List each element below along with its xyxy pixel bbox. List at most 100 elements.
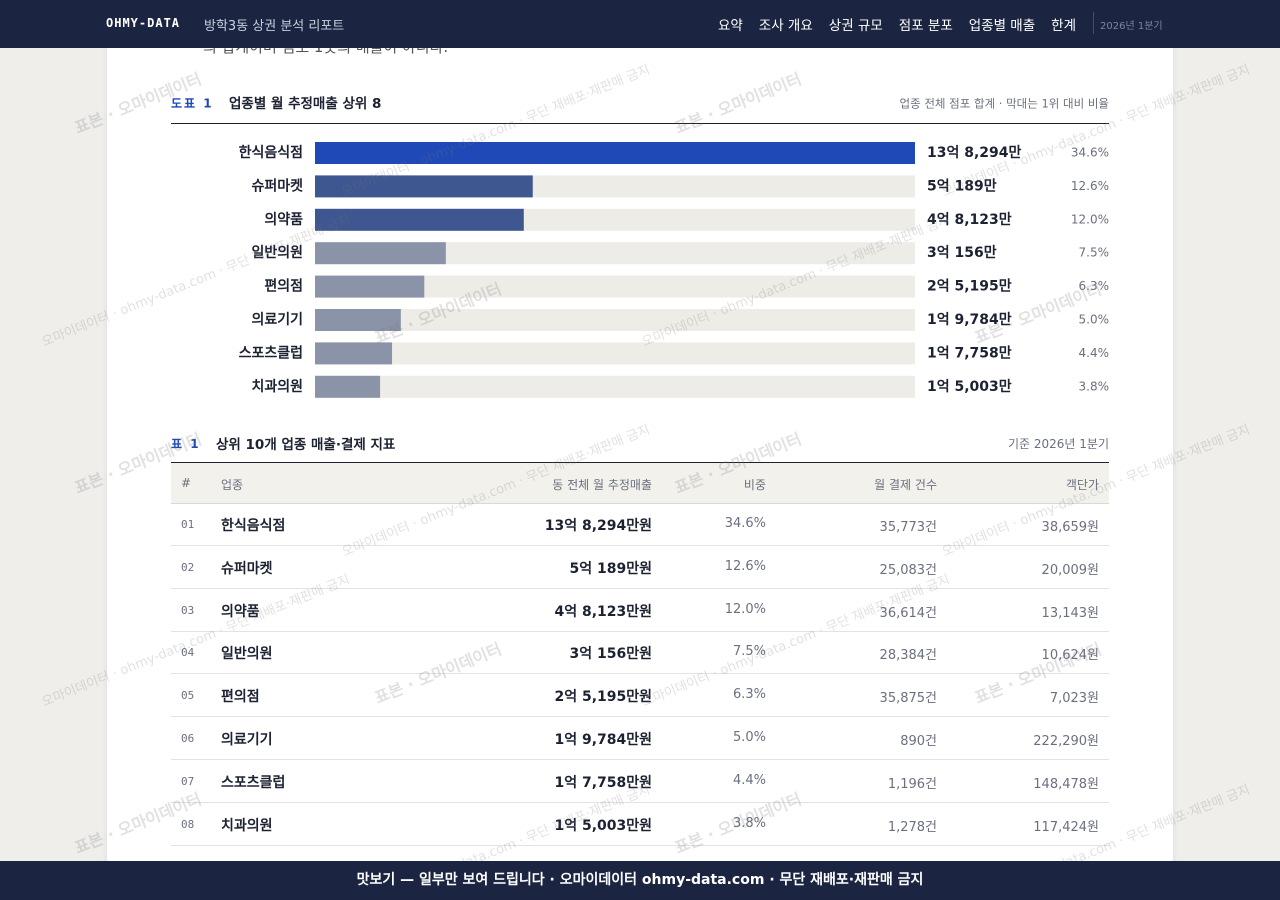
table-cell: 6.3% [732, 687, 766, 703]
share-label: 34.6% [1071, 146, 1109, 160]
bar-track [315, 242, 915, 265]
table-cell: 35,875건 [879, 691, 937, 707]
column-header: 동 전체 월 추정매출 [552, 478, 652, 492]
table-cell: 25,083건 [879, 562, 937, 578]
table-cell: 01 [181, 518, 195, 531]
chart-label: 도표 1 [171, 97, 214, 111]
nav-link[interactable]: 상권 규모 [828, 18, 883, 34]
column-header: # [181, 476, 192, 490]
table-cell: 1,278건 [887, 819, 937, 835]
nav-link[interactable]: 요약 [717, 18, 743, 34]
table-cell: 222,290원 [1033, 734, 1099, 749]
table-cell: 890건 [900, 734, 937, 749]
bar-track [315, 275, 915, 298]
report-title: 방학3동 상권 분석 리포트 [204, 19, 345, 34]
nav-link[interactable]: 한계 [1051, 18, 1076, 34]
chart-title: 업종별 월 추정매출 상위 8 [229, 95, 381, 112]
value-label: 1억 5,003만 [927, 379, 1012, 395]
footer: 맛보기 — 일부만 보여 드립니다 · 오마이데이터 ohmy-data.com… [0, 861, 1280, 900]
value-label: 5억 189만 [927, 178, 997, 194]
share-label: 4.4% [1079, 346, 1110, 360]
table-cell: 1억 9,784만원 [554, 732, 652, 748]
table-cell: 1,196건 [887, 776, 937, 792]
table-cell: 3억 156만원 [569, 646, 652, 663]
category-label: 스포츠클럽 [239, 345, 303, 361]
share-label: 12.6% [1071, 179, 1109, 193]
chart: 도표 1 업종별 월 추정매출 상위 8 업종 전체 점포 합계 · 막대는 1… [171, 95, 1110, 398]
table-cell: 35,773건 [879, 520, 937, 535]
logo[interactable]: OHMY-DATA [106, 16, 181, 30]
table-label: 표 1 [171, 437, 201, 451]
table-cell: 12.0% [724, 601, 766, 617]
table-cell: 20,009원 [1041, 562, 1099, 578]
table-cell: 08 [181, 817, 195, 831]
share-label: 12.0% [1071, 212, 1109, 226]
share-label: 3.8% [1079, 379, 1110, 393]
bar [315, 375, 381, 398]
bar-track [315, 309, 915, 331]
period: 2026년 1분기 [1100, 21, 1163, 32]
bar [315, 142, 915, 164]
bar [315, 309, 401, 331]
nav-link[interactable]: 조사 개요 [758, 18, 813, 34]
table-row [171, 503, 1109, 546]
table-cell: 스포츠클럽 [221, 774, 286, 791]
column-header: 객단가 [1065, 478, 1099, 492]
table-row [171, 717, 1109, 760]
table-cell: 28,384건 [879, 648, 937, 664]
column-header: 월 결제 건수 [874, 478, 937, 492]
share-label: 7.5% [1079, 246, 1110, 260]
table-row [171, 631, 1109, 675]
bar [315, 275, 425, 298]
table-cell: 5억 189만원 [569, 560, 652, 577]
table-row [171, 760, 1109, 803]
value-label: 1억 9,784만 [927, 312, 1012, 328]
table-row [171, 589, 1109, 632]
bar-track [315, 375, 915, 398]
table-cell: 일반의원 [221, 646, 273, 663]
value-label: 4억 8,123만 [927, 212, 1012, 228]
share-label: 5.0% [1079, 313, 1110, 327]
category-label: 슈퍼마켓 [251, 177, 303, 194]
table-cell: 117,424원 [1033, 819, 1099, 835]
table-cell: 07 [181, 774, 195, 788]
table-row [171, 803, 1109, 846]
table-cell: 편의점 [221, 689, 260, 706]
category-label: 편의점 [264, 278, 303, 295]
value-label: 3억 156만 [927, 245, 997, 261]
table-cell: 의약품 [221, 603, 260, 620]
table-cell: 의료기기 [221, 732, 273, 748]
share-label: 6.3% [1079, 279, 1110, 293]
table-cell: 1억 7,758만원 [554, 774, 652, 791]
table-cell: 7,023원 [1049, 691, 1099, 707]
table-note: 기준 2026년 1분기 [1007, 437, 1109, 451]
value-label: 2억 5,195만 [927, 279, 1012, 295]
column-header: 비중 [743, 478, 766, 492]
category-label: 치과의원 [251, 378, 303, 395]
table-cell: 한식음식점 [221, 518, 286, 534]
table-cell: 3.8% [732, 815, 766, 831]
table-cell: 4억 8,123만원 [554, 603, 652, 620]
nav-link[interactable]: 점포 분포 [898, 18, 953, 34]
table-cell: 1억 5,003만원 [554, 817, 652, 834]
table-cell: 34.6% [724, 516, 766, 531]
table-cell: 03 [181, 603, 195, 617]
chart-note: 업종 전체 점포 합계 · 막대는 1위 대비 비율 [900, 97, 1110, 111]
table-row [171, 674, 1109, 718]
table-cell: 10,624원 [1041, 648, 1099, 664]
table-cell: 치과의원 [221, 817, 273, 834]
category-label: 한식음식점 [239, 144, 303, 161]
nav-link[interactable]: 업종별 매출 [968, 18, 1036, 34]
table-header [171, 463, 1109, 504]
bar [315, 175, 533, 198]
table-cell: 2억 5,195만원 [554, 689, 652, 706]
table-cell: 02 [181, 560, 195, 574]
table-cell: 13,143원 [1041, 605, 1099, 621]
table-cell: 13억 8,294만원 [544, 518, 652, 534]
table-cell: 12.6% [724, 558, 766, 574]
category-label: 일반의원 [251, 244, 303, 261]
table-cell: 4.4% [732, 772, 766, 788]
nav-links: 요약 조사 개요 상권 규모 점포 분포 업종별 매출 한계 [718, 14, 1076, 34]
category-label: 의약품 [264, 211, 303, 228]
